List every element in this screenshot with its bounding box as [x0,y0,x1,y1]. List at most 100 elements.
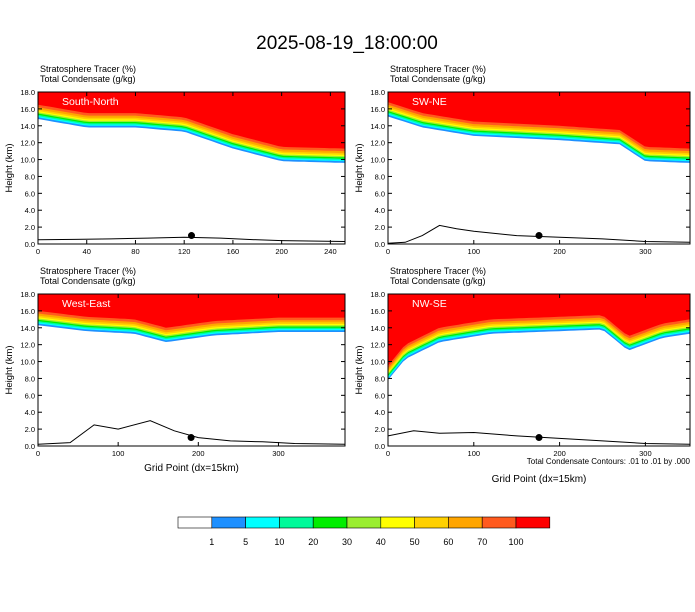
panel-header-tracer: Stratosphere Tracer (%) [390,266,486,276]
x-tick-label: 40 [83,247,91,256]
plot-frame [37,293,346,447]
y-axis-label: Height (km) [4,345,15,394]
terrain-line [38,236,345,242]
y-tick-label: 4.0 [375,408,385,417]
x-tick-label: 200 [192,449,205,458]
colorbar-label: 60 [443,537,453,547]
panel-nw-se: Stratosphere Tracer (%)Total Condensate … [354,266,691,485]
colorbar-label: 70 [477,537,487,547]
x-tick-label: 0 [386,247,390,256]
terrain-line [38,420,345,445]
colorbar-label: 30 [342,537,352,547]
y-tick-label: 16.0 [20,105,35,114]
panel-plot-area [38,92,345,244]
colorbar-label: 100 [508,537,523,547]
plot-frame [387,293,691,447]
y-tick-label: 6.0 [25,189,35,198]
x-axis-label: Grid Point (dx=15km) [144,463,239,474]
y-tick-label: 6.0 [375,391,385,400]
y-tick-label: 8.0 [375,374,385,383]
panel-plot-area [388,92,690,244]
tracer-band [38,294,345,328]
colorbar-swatch [245,516,280,529]
y-tick-label: 8.0 [375,172,385,181]
y-tick-label: 0.0 [375,442,385,451]
y-tick-label: 10.0 [370,156,385,165]
y-tick-label: 0.0 [25,442,35,451]
panel-west-east: Stratosphere Tracer (%)Total Condensate … [4,266,346,474]
colorbar-label: 10 [274,537,284,547]
x-tick-label: 300 [272,449,285,458]
panel-header-tracer: Stratosphere Tracer (%) [40,64,136,74]
tracer-band [38,92,345,149]
panel-header-tracer: Stratosphere Tracer (%) [390,64,486,74]
x-tick-label: 300 [639,247,652,256]
x-tick-label: 100 [112,449,125,458]
x-tick-label: 160 [227,247,240,256]
y-tick-label: 12.0 [20,139,35,148]
location-marker [188,232,195,240]
y-tick-label: 2.0 [375,223,385,232]
panel-south-north: Stratosphere Tracer (%)Total Condensate … [4,64,346,256]
y-tick-label: 18.0 [370,88,385,97]
plot-frame [387,91,691,245]
y-tick-label: 16.0 [20,307,35,316]
y-axis-label: Height (km) [354,345,365,394]
x-tick-label: 200 [553,247,566,256]
colorbar-swatch [515,516,551,529]
tracer-band [388,294,690,366]
colorbar-swatch [346,516,382,529]
colorbar-label: 20 [308,537,318,547]
tracer-band [388,92,690,149]
y-tick-label: 18.0 [370,290,385,299]
y-tick-label: 6.0 [25,391,35,400]
panel-plot-area [388,294,690,446]
y-tick-label: 12.0 [370,139,385,148]
y-tick-label: 2.0 [25,223,35,232]
y-tick-label: 8.0 [25,172,35,181]
colorbar: 1 5 10 20 30 40 50 60 70 100 [177,516,551,547]
panel-header-condensate: Total Condensate (g/kg) [40,74,136,84]
y-tick-label: 14.0 [20,122,35,131]
panel-label: NW-SE [412,298,447,310]
x-tick-label: 240 [324,247,337,256]
colorbar-swatch [380,516,415,529]
colorbar-swatch [279,516,314,529]
panel-plot-area [38,294,345,446]
panel-header-condensate: Total Condensate (g/kg) [40,276,136,286]
y-tick-label: 2.0 [375,425,385,434]
contour-footnote: Total Condensate Contours: .01 to .01 by… [527,457,691,466]
panels: Stratosphere Tracer (%)Total Condensate … [4,64,691,485]
plot-frame [37,91,346,245]
x-tick-label: 120 [178,247,191,256]
colorbar-swatch [312,516,348,529]
location-marker [187,434,195,442]
y-tick-label: 4.0 [25,206,35,215]
x-axis-label: Grid Point (dx=15km) [492,474,587,485]
colorbar-swatch [481,516,517,529]
colorbar-swatch [211,516,246,529]
panel-label: SW-NE [412,96,447,108]
y-tick-label: 18.0 [20,290,35,299]
x-tick-label: 0 [386,449,390,458]
y-tick-label: 10.0 [20,358,35,367]
y-tick-label: 10.0 [20,156,35,165]
panel-label: South-North [62,96,119,108]
terrain-line [388,430,690,445]
y-tick-label: 0.0 [25,240,35,249]
y-tick-label: 16.0 [370,105,385,114]
y-tick-label: 2.0 [25,425,35,434]
y-tick-label: 12.0 [370,341,385,350]
panel-header-condensate: Total Condensate (g/kg) [390,276,486,286]
colorbar-label: 50 [410,537,420,547]
y-tick-label: 16.0 [370,307,385,316]
y-tick-label: 12.0 [20,341,35,350]
panel-label: West-East [62,298,110,310]
y-tick-label: 10.0 [370,358,385,367]
y-axis-label: Height (km) [354,143,365,192]
x-tick-label: 0 [36,247,40,256]
x-tick-label: 0 [36,449,40,458]
x-tick-label: 200 [275,247,288,256]
y-tick-label: 8.0 [25,374,35,383]
